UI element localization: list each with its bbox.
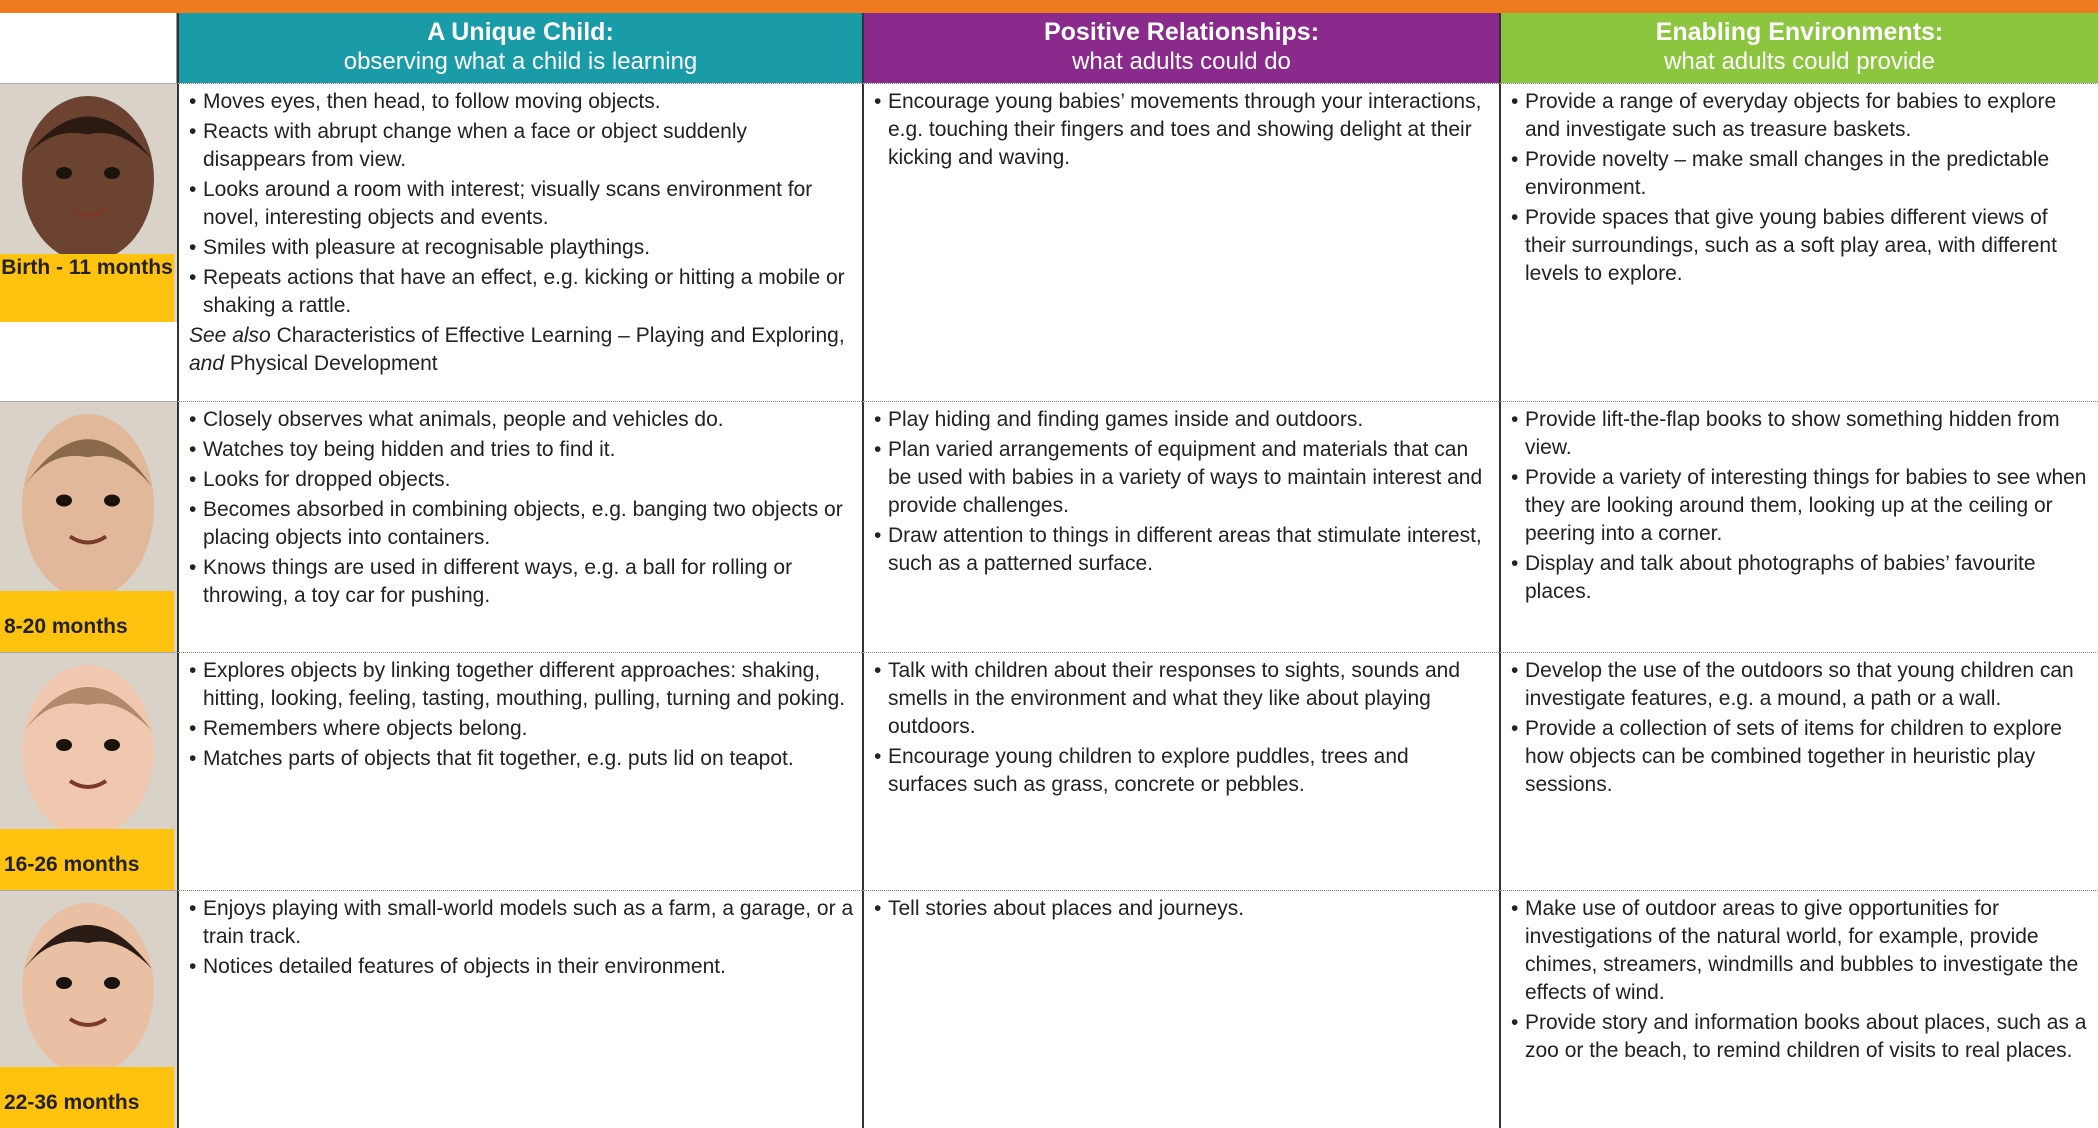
content-cell: Moves eyes, then head, to follow moving …	[177, 83, 862, 401]
bullet-list: Provide lift-the-flap books to show some…	[1511, 406, 2090, 606]
bullet-list: Develop the use of the outdoors so that …	[1511, 657, 2090, 799]
column-header: Enabling Environments: what adults could …	[1499, 13, 2098, 83]
content-cell: Make use of outdoor areas to give opport…	[1499, 890, 2098, 1128]
bullet-item: Moves eyes, then head, to follow moving …	[189, 88, 854, 116]
photo-cell: 8-20 months	[0, 401, 177, 652]
column-title: Enabling Environments:	[1655, 18, 1944, 46]
bullet-list: Moves eyes, then head, to follow moving …	[189, 88, 854, 320]
bullet-item: Becomes absorbed in combining objects, e…	[189, 496, 854, 552]
bullet-item: Make use of outdoor areas to give opport…	[1511, 895, 2090, 1007]
photo-cell: 16-26 months	[0, 652, 177, 890]
column-title: Positive Relationships:	[1043, 18, 1320, 46]
note-segment: and	[189, 352, 225, 375]
bullet-item: Provide spaces that give young babies di…	[1511, 204, 2090, 288]
bullet-item: Provide novelty – make small changes in …	[1511, 146, 2090, 202]
bullet-item: Encourage young children to explore pudd…	[874, 743, 1491, 799]
bullet-item: Provide lift-the-flap books to show some…	[1511, 406, 2090, 462]
age-label: 22-36 months	[0, 1067, 174, 1128]
content-cell: Play hiding and finding games inside and…	[862, 401, 1499, 652]
bullet-item: Smiles with pleasure at recognisable pla…	[189, 234, 854, 262]
bullet-list: Closely observes what animals, people an…	[189, 406, 854, 610]
bullet-list: Enjoys playing with small-world models s…	[189, 895, 854, 981]
child-photo	[0, 84, 177, 401]
bullet-item: Explores objects by linking together dif…	[189, 657, 854, 713]
bullet-item: Display and talk about photographs of ba…	[1511, 550, 2090, 606]
bullet-item: Remembers where objects belong.	[189, 715, 854, 743]
age-label: 16-26 months	[0, 829, 174, 890]
bullet-item: Draw attention to things in different ar…	[874, 522, 1491, 578]
bullet-item: Provide a variety of interesting things …	[1511, 464, 2090, 548]
bullet-item: Talk with children about their responses…	[874, 657, 1491, 741]
bullet-list: Make use of outdoor areas to give opport…	[1511, 895, 2090, 1065]
bullet-item: Play hiding and finding games inside and…	[874, 406, 1491, 434]
column-subtitle: what adults could provide	[1664, 48, 1935, 75]
bullet-item: Enjoys playing with small-world models s…	[189, 895, 854, 951]
column-header: A Unique Child: observing what a child is…	[177, 13, 862, 83]
note-segment: See also	[189, 324, 271, 347]
bullet-item: Repeats actions that have an effect, e.g…	[189, 264, 854, 320]
content-cell: Provide a range of everyday objects for …	[1499, 83, 2098, 401]
bullet-item: Reacts with abrupt change when a face or…	[189, 118, 854, 174]
content-cell: Encourage young babies’ movements throug…	[862, 83, 1499, 401]
column-title: A Unique Child:	[427, 18, 614, 46]
bullet-item: Closely observes what animals, people an…	[189, 406, 854, 434]
bullet-item: Encourage young babies’ movements throug…	[874, 88, 1491, 172]
top-bar	[0, 0, 2098, 13]
see-also-note: See also Characteristics of Effective Le…	[189, 322, 854, 378]
bullet-item: Develop the use of the outdoors so that …	[1511, 657, 2090, 713]
bullet-item: Watches toy being hidden and tries to fi…	[189, 436, 854, 464]
bullet-list: Play hiding and finding games inside and…	[874, 406, 1491, 578]
content-cell: Provide lift-the-flap books to show some…	[1499, 401, 2098, 652]
bullet-list: Provide a range of everyday objects for …	[1511, 88, 2090, 288]
content-cell: Develop the use of the outdoors so that …	[1499, 652, 2098, 890]
content-cell: Talk with children about their responses…	[862, 652, 1499, 890]
bullet-item: Looks around a room with interest; visua…	[189, 176, 854, 232]
age-label: 8-20 months	[0, 591, 174, 652]
bullet-list: Talk with children about their responses…	[874, 657, 1491, 799]
photo-cell: Birth - 11 months	[0, 83, 177, 401]
column-header: Positive Relationships: what adults could…	[862, 13, 1499, 83]
content-cell: Tell stories about places and journeys.	[862, 890, 1499, 1128]
note-segment: Characteristics of Effective Learning – …	[270, 324, 851, 347]
note-segment: Physical Development	[224, 352, 438, 375]
column-subtitle: observing what a child is learning	[343, 48, 698, 75]
content-cell: Closely observes what animals, people an…	[177, 401, 862, 652]
bullet-list: Explores objects by linking together dif…	[189, 657, 854, 773]
bullet-item: Knows things are used in different ways,…	[189, 554, 854, 610]
bullet-item: Looks for dropped objects.	[189, 466, 854, 494]
bullet-item: Tell stories about places and journeys.	[874, 895, 1491, 923]
bullet-item: Notices detailed features of objects in …	[189, 953, 854, 981]
header-corner	[0, 13, 177, 83]
column-subtitle: what adults could do	[1072, 48, 1291, 75]
age-label: Birth - 11 months	[0, 254, 174, 322]
content-cell: Enjoys playing with small-world models s…	[177, 890, 862, 1128]
bullet-item: Matches parts of objects that fit togeth…	[189, 745, 854, 773]
bullet-list: Encourage young babies’ movements throug…	[874, 88, 1491, 172]
bullet-item: Provide story and information books abou…	[1511, 1009, 2090, 1065]
bullet-list: Tell stories about places and journeys.	[874, 895, 1491, 923]
bullet-item: Plan varied arrangements of equipment an…	[874, 436, 1491, 520]
content-cell: Explores objects by linking together dif…	[177, 652, 862, 890]
bullet-item: Provide a range of everyday objects for …	[1511, 88, 2090, 144]
bullet-item: Provide a collection of sets of items fo…	[1511, 715, 2090, 799]
photo-cell: 22-36 months	[0, 890, 177, 1128]
